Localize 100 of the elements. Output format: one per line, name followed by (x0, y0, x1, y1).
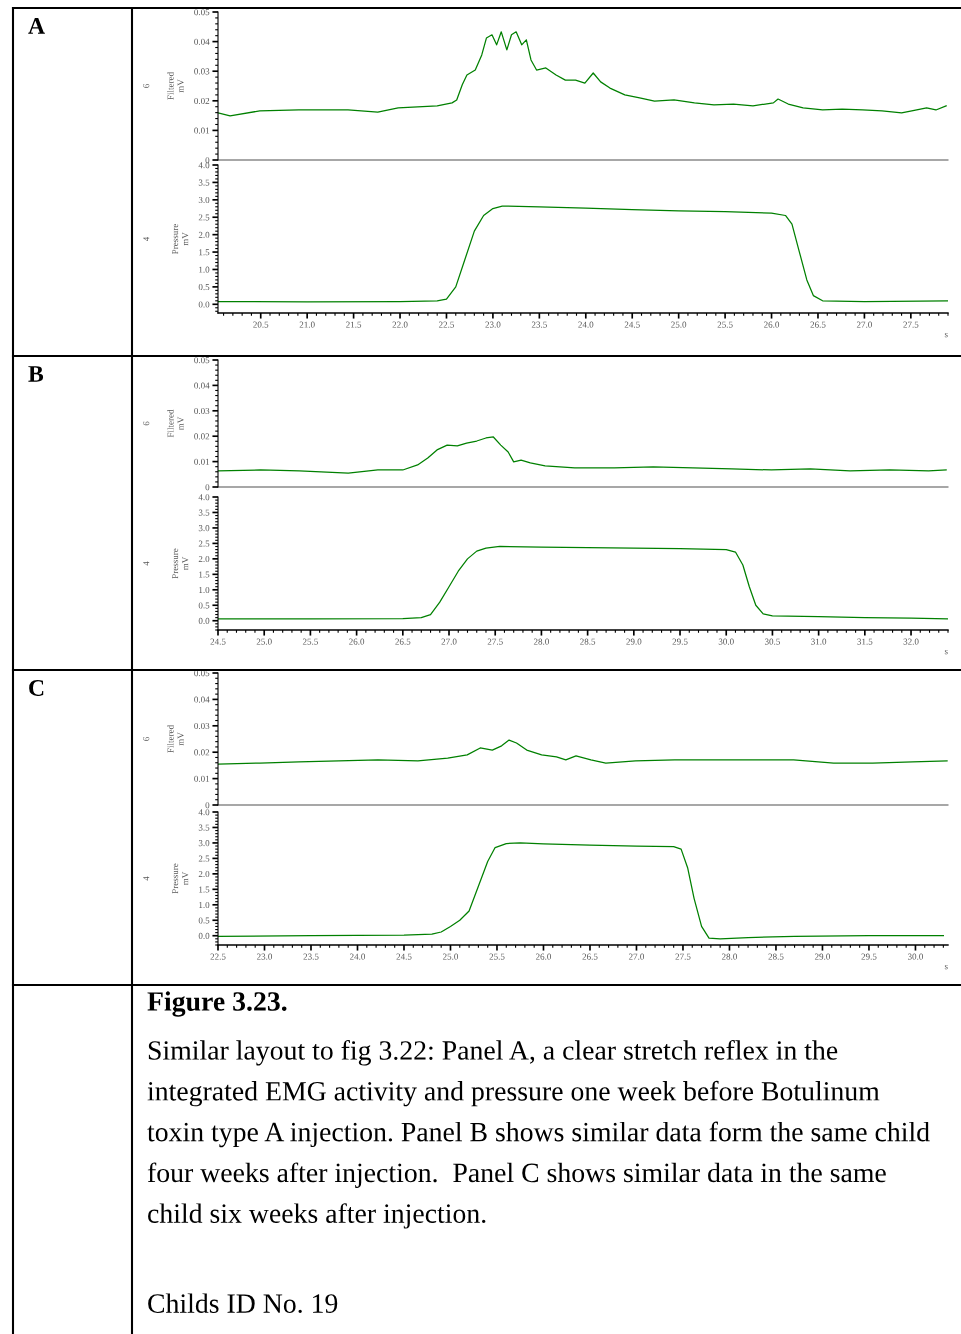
y-tick-label: 3.5 (198, 179, 210, 186)
y-axis-title: Pressure mV (172, 548, 189, 579)
x-tick-label: 23.0 (485, 321, 501, 328)
x-tick-label: 24.5 (624, 321, 640, 328)
x-tick-label: 22.0 (392, 321, 408, 328)
y-tick-label: 2.0 (198, 870, 210, 878)
x-tick-label: 28.5 (768, 953, 784, 960)
x-tick-label: 22.5 (210, 953, 226, 960)
x-tick-label: 25.5 (717, 321, 733, 328)
y-axis-title: Pressure mV (172, 863, 189, 894)
x-axis-title: s (944, 649, 948, 655)
y-tick-label: 0.0 (198, 301, 210, 308)
x-tick-label: 29.5 (861, 953, 877, 960)
x-tick-label: 30.0 (907, 953, 924, 960)
y-tick-label: 3.5 (198, 824, 210, 831)
x-tick-label: 26.0 (535, 953, 552, 960)
y-tick-label: 0.0 (198, 932, 210, 939)
text: 4 (143, 236, 150, 242)
y-tick-label: 0 (205, 802, 210, 809)
x-tick-label: 28.5 (580, 638, 596, 645)
x-tick-label: 25.0 (442, 953, 459, 960)
y-tick-label: 2.5 (198, 855, 210, 862)
x-tick-label: 25.0 (256, 638, 272, 645)
x-tick-label: 21.0 (299, 321, 315, 328)
y-tick-label: 4.0 (198, 162, 210, 169)
y-tick-label: 0 (205, 157, 210, 164)
text: A (28, 18, 45, 34)
x-axis-title: s (944, 332, 948, 338)
x-tick-label: 31.0 (811, 638, 827, 645)
y-tick-label: 0.03 (194, 407, 210, 415)
y-tick-label: 0.02 (194, 433, 210, 440)
x-tick-label: 25.5 (302, 638, 318, 645)
y-tick-label: 1.5 (199, 886, 210, 893)
y-tick-label: 0.02 (194, 97, 210, 105)
x-tick-label: 23.5 (303, 953, 319, 960)
y-tick-label: 2.5 (198, 540, 210, 547)
y-tick-label: 0.5 (198, 602, 210, 609)
y-tick-label: 3.0 (198, 525, 210, 532)
line-series (218, 436, 947, 474)
x-tick-label: 26.5 (395, 638, 411, 645)
x-tick-label: 26.5 (582, 953, 598, 960)
text: 4 (143, 876, 150, 881)
x-tick-label: 23.0 (256, 953, 273, 960)
line-series (218, 205, 948, 303)
y-tick-label: 0.01 (194, 458, 210, 465)
y-tick-label: 0.04 (194, 382, 210, 389)
x-tick-label: 26.0 (764, 321, 780, 328)
caption: Figure 3.23. (147, 991, 287, 1017)
y-axis-title: Filtered mV (167, 409, 184, 438)
x-tick-label: 25.0 (671, 321, 687, 328)
x-tick-label: 27.5 (487, 638, 503, 645)
text: 6 (143, 421, 150, 426)
x-tick-label: 29.0 (814, 953, 831, 960)
y-tick-label: 0.05 (194, 9, 210, 16)
x-tick-label: 20.5 (253, 321, 269, 328)
y-tick-label: 0.01 (194, 775, 210, 782)
y-axis-title: Filtered mV (167, 725, 184, 753)
y-tick-label: 4.0 (198, 494, 210, 501)
y-axis-title: Filtered mV (167, 72, 184, 100)
y-axis-title: Pressure mV (172, 224, 189, 255)
y-tick-label: 2.5 (198, 214, 210, 221)
y-tick-label: 0.01 (194, 127, 210, 134)
text: B (28, 366, 44, 382)
y-tick-label: 2.0 (198, 555, 210, 563)
x-tick-label: 32.0 (903, 638, 919, 645)
y-tick-label: 1.0 (199, 901, 210, 909)
text: Childs ID No. 19 (148, 1293, 338, 1314)
y-tick-label: 0.04 (194, 696, 210, 703)
x-tick-label: 28.0 (721, 953, 738, 960)
y-tick-label: 1.5 (199, 249, 210, 256)
y-tick-label: 1.0 (199, 266, 210, 273)
text: 6 (143, 737, 150, 741)
y-tick-label: 1.5 (199, 571, 210, 578)
line-series (218, 842, 944, 940)
y-tick-label: 0.03 (194, 722, 210, 730)
text: Similar layout to fig 3.22: Panel A, a clear stretch reflex in the integrated EMG activity and pressure one week before Botulinum toxin type A injection. Panel B shows similar data form the same child four weeks after injection. Panel C shows similar data in the same child six weeks after injection. (147, 1040, 930, 1229)
x-tick-label: 27.0 (856, 321, 872, 328)
y-tick-label: 0.04 (194, 38, 210, 45)
x-tick-label: 28.0 (533, 638, 549, 645)
y-tick-label: 0.05 (194, 357, 210, 364)
y-tick-label: 0 (205, 484, 210, 491)
y-tick-label: 0.5 (198, 917, 210, 924)
line-series (218, 31, 947, 117)
y-tick-label: 0.0 (198, 617, 210, 624)
x-tick-label: 27.5 (675, 953, 691, 960)
x-tick-label: 27.0 (441, 638, 457, 645)
x-tick-label: 23.5 (531, 321, 547, 328)
x-tick-label: 31.5 (857, 638, 873, 645)
x-tick-label: 30.5 (764, 638, 780, 645)
x-tick-label: 24.0 (578, 321, 594, 328)
x-tick-label: 25.5 (489, 953, 505, 960)
y-tick-label: 3.5 (198, 509, 210, 516)
x-tick-label: 26.0 (349, 638, 365, 645)
x-tick-label: 24.5 (210, 638, 226, 645)
x-tick-label: 24.0 (349, 953, 366, 960)
x-tick-label: 26.5 (810, 321, 826, 328)
x-tick-label: 22.5 (438, 321, 455, 328)
x-tick-label: 29.5 (672, 638, 688, 645)
text: C (29, 680, 44, 696)
x-tick-label: 27.5 (903, 321, 919, 328)
